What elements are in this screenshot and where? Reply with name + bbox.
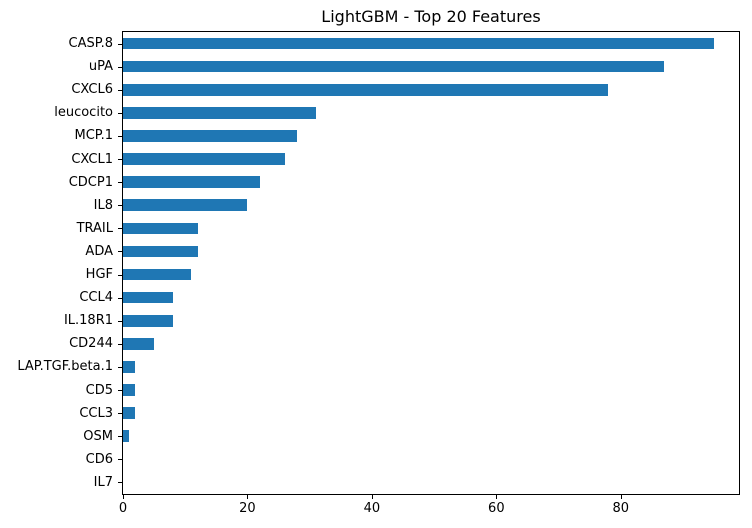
bar [123, 199, 248, 212]
bar [123, 361, 136, 373]
y-tick-label: CDCP1 [68, 174, 113, 190]
y-tick-mark [118, 413, 122, 414]
bar [123, 407, 136, 419]
bar [123, 222, 198, 235]
y-tick-mark [118, 459, 122, 460]
x-tick-mark [620, 495, 622, 499]
y-tick-mark [118, 321, 122, 322]
y-tick-mark [118, 90, 122, 91]
bar [123, 176, 260, 188]
x-tick-mark [496, 495, 498, 499]
bar [123, 83, 609, 96]
x-tick-label: 40 [363, 501, 381, 516]
x-tick-label: 20 [239, 501, 256, 516]
bar [123, 245, 198, 258]
y-tick-mark [118, 390, 122, 391]
bar [123, 338, 155, 350]
bar [123, 37, 715, 50]
y-tick-mark [118, 159, 122, 160]
y-tick-mark [118, 482, 122, 483]
y-tick-mark [118, 136, 122, 137]
y-tick-mark [118, 44, 122, 45]
y-tick-mark [118, 367, 122, 368]
y-tick-label: IL7 [93, 474, 113, 490]
y-tick-mark [118, 205, 122, 206]
y-tick-mark [118, 344, 122, 345]
y-tick-label: CXCL1 [71, 151, 113, 167]
y-tick-mark [118, 228, 122, 229]
x-tick-mark [247, 495, 249, 499]
y-tick-label: CASP.8 [68, 36, 113, 52]
y-tick-label: ADA [85, 243, 113, 259]
bar [123, 153, 285, 165]
x-tick-label: 0 [118, 501, 128, 516]
y-tick-label: IL.18R1 [63, 313, 113, 329]
y-tick-mark [118, 182, 122, 183]
y-tick-label: TRAIL [76, 220, 113, 236]
y-tick-label: leucocito [54, 105, 113, 121]
y-tick-mark [118, 67, 122, 68]
bar [123, 384, 136, 396]
y-tick-mark [118, 275, 122, 276]
bar [123, 430, 130, 443]
y-tick-label: LAP.TGF.beta.1 [17, 359, 113, 375]
y-tick-mark [118, 251, 122, 252]
y-tick-label: IL8 [93, 197, 113, 213]
y-tick-label: uPA [88, 59, 113, 75]
y-tick-label: CXCL6 [71, 82, 113, 98]
bar [123, 314, 173, 327]
plot-area [122, 31, 740, 495]
bar [123, 268, 192, 281]
x-tick-label: 80 [612, 501, 630, 516]
bar [123, 107, 316, 119]
bar [123, 291, 173, 304]
y-tick-label: MCP.1 [74, 128, 113, 144]
y-tick-label: HGF [85, 267, 113, 283]
y-tick-mark [118, 436, 122, 437]
y-tick-label: CD244 [69, 336, 113, 352]
y-tick-mark [118, 298, 122, 299]
y-tick-mark [118, 113, 122, 114]
x-tick-label: 60 [488, 501, 505, 516]
chart-title: LightGBM - Top 20 Features [321, 7, 541, 26]
x-tick-mark [371, 495, 373, 499]
y-tick-label: CCL4 [79, 290, 113, 306]
x-tick-mark [123, 495, 124, 499]
y-tick-label: OSM [83, 428, 113, 444]
bar [123, 60, 665, 73]
y-tick-label: CD5 [85, 382, 113, 398]
y-tick-label: CD6 [85, 451, 113, 467]
bar [123, 130, 298, 142]
y-tick-label: CCL3 [79, 405, 113, 421]
